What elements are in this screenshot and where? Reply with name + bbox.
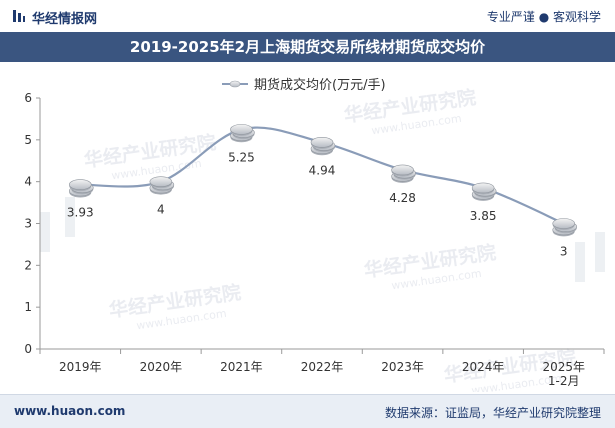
y-tick-label: 2 [24,258,32,272]
data-label: 4 [157,203,165,217]
data-point [230,124,255,143]
x-tick-label: 2024年 [462,360,505,374]
tagline: 专业严谨 ● 客观科学 [486,10,601,24]
chart-area: 华经产业研究院 www.huaon.com 华经产业研究院 www.huaon.com… [0,62,615,397]
data-point [552,218,578,237]
data-label: 4.28 [389,191,416,205]
x-tick-label: 1-2月 [548,374,580,388]
coin-face [149,176,173,187]
x-tick-label: 2022年 [301,360,344,374]
data-point [310,137,336,156]
top-bar: 华经情报网 专业严谨 ● 客观科学 [0,0,615,32]
x-tick-label: 2023年 [381,360,424,374]
data-label: 4.94 [309,163,336,177]
legend-label: 期货成交均价(万元/手) [254,77,386,93]
data-point [391,164,416,183]
footer-website: www.huaon.com [14,404,126,418]
x-tick-label: 2020年 [140,360,183,374]
data-point [68,179,94,198]
line-chart: 华经产业研究院www.huaon.com华经产业研究院www.huaon.com… [24,77,605,397]
x-tick-label: 2025年 [542,360,585,374]
y-tick-label: 4 [24,175,32,189]
x-tick-label: 2019年 [59,360,102,374]
data-label: 5.25 [228,150,255,164]
coin-face [310,137,334,148]
legend-marker [229,80,241,88]
watermark-bar [595,232,605,272]
chart-title: 2019-2025年2月上海期货交易所线材期货成交均价 [0,32,615,62]
data-label: 3.93 [67,206,94,220]
coin-face [230,124,253,135]
y-tick-label: 6 [24,91,32,105]
watermark-bar [575,242,585,282]
coin-face [391,164,414,176]
y-tick-label: 3 [24,217,32,231]
coin-face [471,182,495,194]
data-point [149,176,175,195]
data-label: 3 [560,245,568,259]
y-tick-label: 0 [24,342,32,356]
footer: www.huaon.com 数据来源：证监局，华经产业研究院整理 [0,394,615,428]
brand-name: 华经情报网 [32,12,98,27]
data-point [471,182,497,201]
y-tick-label: 5 [24,133,32,147]
x-tick-label: 2021年 [220,360,263,374]
footer-source: 数据来源：证监局，华经产业研究院整理 [384,406,601,420]
watermark-bar [40,212,50,252]
data-label: 3.85 [470,209,497,223]
y-tick-label: 1 [24,300,32,314]
watermark-bar [65,197,75,237]
coin-face [68,179,92,190]
logo-icon [13,10,25,22]
coin-face [552,218,576,229]
watermark-group: 华经产业研究院www.huaon.com华经产业研究院www.huaon.com… [40,86,605,397]
